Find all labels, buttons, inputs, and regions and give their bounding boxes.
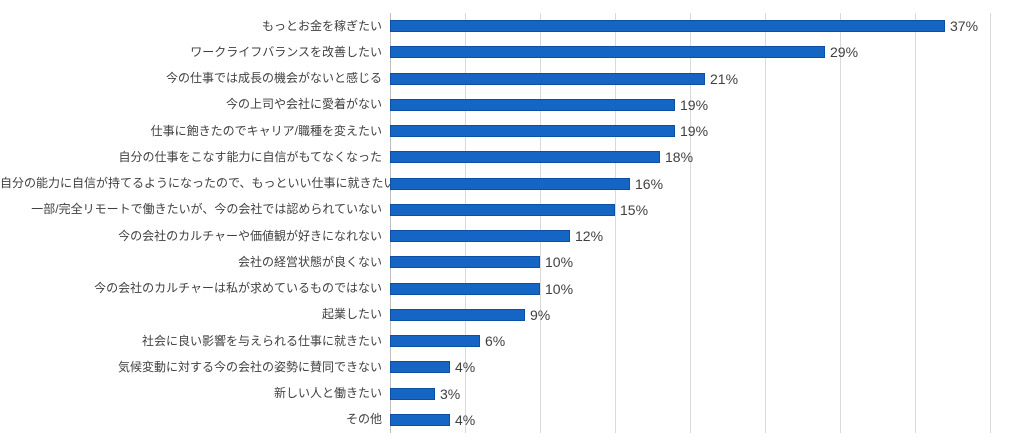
bar-wrap: 4% <box>390 407 1009 433</box>
bar-wrap: 12% <box>390 223 1009 249</box>
category-label: もっとお金を稼ぎたい <box>261 18 382 33</box>
chart-row: 仕事に飽きたのでキャリア/職種を変えたい 19% <box>0 118 1009 144</box>
category-label: 起業したい <box>321 307 382 322</box>
category-label: 今の上司や会社に愛着がない <box>225 97 382 112</box>
bar <box>390 72 705 85</box>
chart-row: 社会に良い影響を与えられる仕事に就きたい 6% <box>0 328 1009 354</box>
bar-wrap: 29% <box>390 39 1009 65</box>
value-label: 29% <box>830 44 859 61</box>
category-label: 新しい人と働きたい <box>273 386 382 401</box>
value-label: 6% <box>485 333 506 350</box>
category-label: 今の会社のカルチャーや価値観が好きになれない <box>118 228 382 243</box>
value-label: 10% <box>545 254 574 271</box>
category-label: 仕事に飽きたのでキャリア/職種を変えたい <box>150 123 382 138</box>
bar-wrap: 10% <box>390 249 1009 275</box>
chart-row: 今の仕事では成長の機会がないと感じる 21% <box>0 66 1009 92</box>
chart-row: 起業したい 9% <box>0 302 1009 328</box>
value-label: 4% <box>455 359 476 376</box>
bar <box>390 387 435 400</box>
category-label: その他 <box>345 412 382 427</box>
value-label: 21% <box>710 70 739 87</box>
bar-wrap: 4% <box>390 354 1009 380</box>
bar-wrap: 18% <box>390 144 1009 170</box>
bar <box>390 46 825 59</box>
category-label: 今の仕事では成長の機会がないと感じる <box>165 71 382 86</box>
chart-row: 新しい人と働きたい 3% <box>0 381 1009 407</box>
bar <box>390 98 675 111</box>
value-label: 18% <box>665 149 694 166</box>
value-label: 12% <box>575 228 604 245</box>
value-label: 37% <box>950 18 979 35</box>
value-label: 4% <box>455 411 476 428</box>
category-label: 自分の仕事をこなす能力に自信がもてなくなった <box>118 149 382 164</box>
category-label: ワークライフバランスを改善したい <box>190 44 382 59</box>
category-label: 自分の能力に自信が持てるようになったので、もっといい仕事に就きたい <box>0 176 396 191</box>
bar <box>390 335 480 348</box>
bar <box>390 413 450 426</box>
bar-wrap: 19% <box>390 118 1009 144</box>
chart-row: 自分の能力に自信が持てるようになったので、もっといい仕事に就きたい 16% <box>0 171 1009 197</box>
bar <box>390 151 660 164</box>
bar-wrap: 6% <box>390 328 1009 354</box>
bar-wrap: 16% <box>390 171 1009 197</box>
bar-wrap: 37% <box>390 13 1009 39</box>
category-label: 社会に良い影響を与えられる仕事に就きたい <box>141 333 382 348</box>
category-label: 一部/完全リモートで働きたいが、今の会社では認められていない <box>31 202 382 217</box>
value-label: 15% <box>620 201 649 218</box>
bar <box>390 125 675 138</box>
value-label: 19% <box>680 96 709 113</box>
chart-row: 気候変動に対する今の会社の姿勢に賛同できない 4% <box>0 354 1009 380</box>
chart-row: 今の会社のカルチャーや価値観が好きになれない 12% <box>0 223 1009 249</box>
bar-wrap: 19% <box>390 92 1009 118</box>
bar <box>390 230 570 243</box>
bar-wrap: 15% <box>390 197 1009 223</box>
chart-row: ワークライフバランスを改善したい 29% <box>0 39 1009 65</box>
category-label: 今の会社のカルチャーは私が求めているものではない <box>94 281 382 296</box>
category-label: 気候変動に対する今の会社の姿勢に賛同できない <box>117 359 382 374</box>
chart-row: 会社の経営状態が良くない 10% <box>0 249 1009 275</box>
bar <box>390 20 945 33</box>
bar-wrap: 9% <box>390 302 1009 328</box>
bar <box>390 177 630 190</box>
bar <box>390 282 540 295</box>
chart-row: もっとお金を稼ぎたい 37% <box>0 13 1009 39</box>
chart-row: 今の会社のカルチャーは私が求めているものではない 10% <box>0 276 1009 302</box>
bar-wrap: 10% <box>390 276 1009 302</box>
value-label: 9% <box>530 306 551 323</box>
bar <box>390 361 450 374</box>
chart-row: 今の上司や会社に愛着がない 19% <box>0 92 1009 118</box>
value-label: 19% <box>680 123 709 140</box>
chart-row: その他 4% <box>0 407 1009 433</box>
chart-row: 一部/完全リモートで働きたいが、今の会社では認められていない 15% <box>0 197 1009 223</box>
bar <box>390 308 525 321</box>
chart-rows: もっとお金を稼ぎたい 37% ワークライフバランスを改善したい 29% 今の仕事では成長… <box>0 13 1009 433</box>
category-label: 会社の経営状態が良くない <box>237 254 382 269</box>
value-label: 16% <box>635 175 664 192</box>
chart-row: 自分の仕事をこなす能力に自信がもてなくなった 18% <box>0 144 1009 170</box>
bar-wrap: 21% <box>390 66 1009 92</box>
bar <box>390 256 540 269</box>
bar <box>390 203 615 216</box>
bar-wrap: 3% <box>390 381 1009 407</box>
value-label: 10% <box>545 280 574 297</box>
value-label: 3% <box>440 385 461 402</box>
